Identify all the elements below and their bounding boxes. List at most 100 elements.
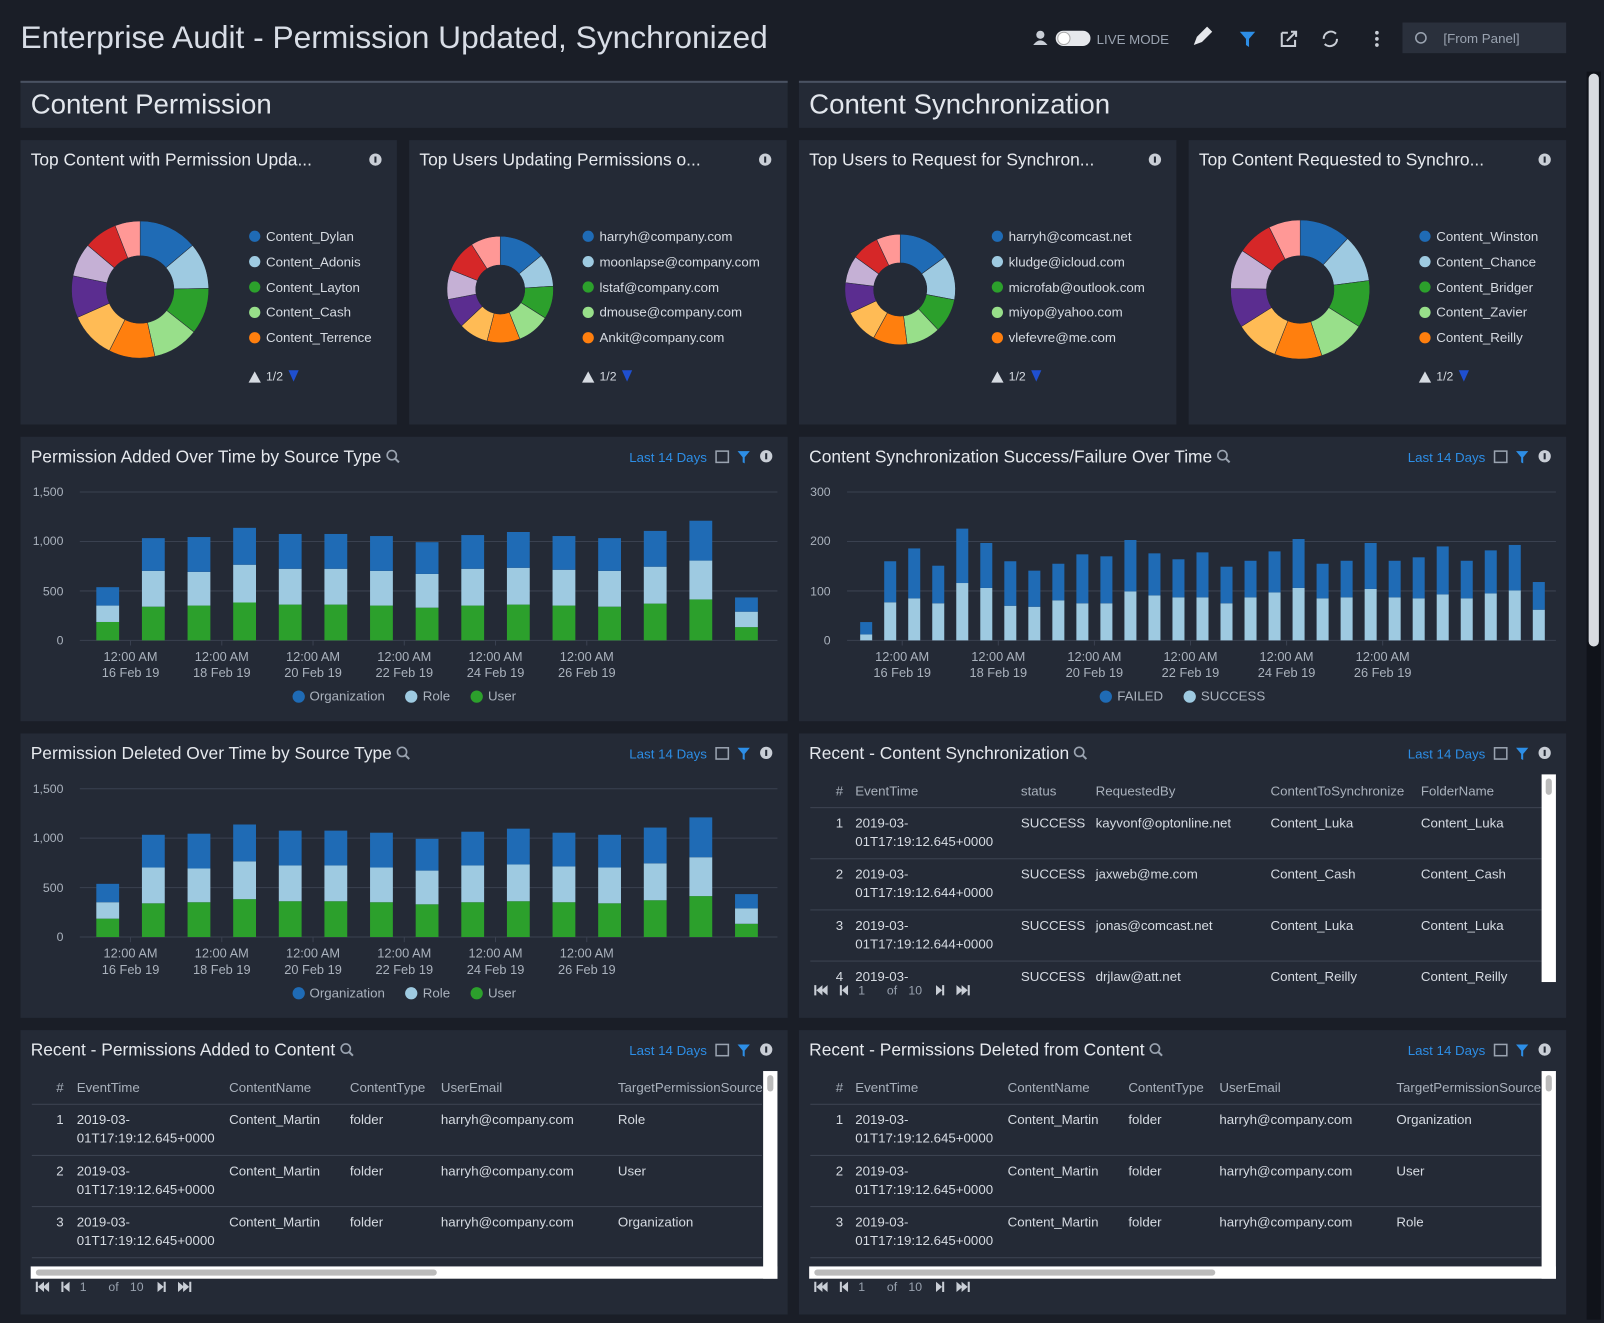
bar-segment	[1460, 598, 1473, 641]
pager-button[interactable]	[936, 1281, 945, 1292]
page-up	[991, 371, 1004, 383]
page-scrollbar[interactable]	[1586, 71, 1601, 1320]
row-separator	[810, 1257, 1541, 1259]
table-cell: User	[617, 1163, 646, 1179]
filter-icon	[1516, 451, 1529, 464]
vertical-scrollbar[interactable]	[1541, 774, 1556, 983]
x-tick-label: 12:00 AM 26 Feb 19	[557, 946, 616, 977]
search-icon[interactable]	[1149, 1042, 1165, 1058]
legend-label: moonlapse@company.com	[599, 253, 760, 270]
panel: Top Content with Permission Upda... Conte…	[20, 140, 397, 425]
column-header: EventTime	[855, 783, 919, 799]
table-icon	[1493, 747, 1508, 760]
bar-segment	[506, 864, 530, 902]
bar-segment	[96, 621, 120, 641]
search-icon[interactable]	[1216, 449, 1232, 465]
bar-segment	[506, 901, 530, 938]
panel-title-text: Recent - Permissions Deleted from Conten…	[809, 1040, 1145, 1060]
bar-segment	[1004, 605, 1017, 641]
bar-segment	[552, 866, 576, 903]
bar-segment	[1340, 597, 1353, 641]
bar-segment	[1268, 592, 1281, 641]
bar-segment	[233, 602, 256, 641]
table-cell: SUCCESS	[1020, 917, 1086, 933]
table-cell: folder	[1128, 1214, 1162, 1230]
table-cell: 3	[56, 1214, 64, 1230]
panel: Top Content Requested to Synchro... Conte…	[1188, 140, 1567, 425]
column-header: ContentName	[229, 1079, 312, 1096]
legend-label: kludge@icloud.com	[1008, 253, 1125, 270]
table-cell: SUCCESS	[1020, 968, 1086, 985]
pager-button[interactable]	[35, 1281, 50, 1292]
bar-segment	[187, 605, 211, 641]
pager-button[interactable]	[177, 1281, 192, 1292]
table-cell: 2019-03-01T17:19:12.645+0000	[855, 1163, 994, 1197]
section-header: Content Synchronization	[798, 80, 1567, 128]
table-icon	[715, 747, 730, 760]
x-tick-label: 12:00 AM 24 Feb 19	[466, 946, 525, 977]
y-tick-label: 200	[810, 534, 831, 549]
bar-segment	[96, 918, 120, 938]
bar-segment	[278, 533, 302, 569]
edit-icon[interactable]	[1193, 26, 1213, 46]
legend-swatch	[249, 281, 261, 293]
table-cell: Content_Luka	[1420, 815, 1504, 831]
pager-button[interactable]	[814, 985, 828, 996]
table-cell: folder	[1128, 1111, 1162, 1128]
vertical-scrollbar[interactable]	[763, 1071, 778, 1279]
pager-button[interactable]	[814, 1281, 828, 1292]
bar-segment	[1436, 546, 1449, 595]
bar-segment	[324, 901, 348, 938]
panel-graphics	[71, 153, 382, 383]
table-cell: 2019-03-	[855, 968, 909, 985]
y-tick-label: 0	[56, 633, 64, 648]
bar-segment	[415, 870, 439, 905]
bar-segment	[1484, 593, 1497, 641]
share-icon[interactable]	[1280, 30, 1298, 48]
row-separator	[810, 858, 1542, 860]
pager-button[interactable]	[936, 985, 945, 996]
search-icon[interactable]	[1073, 746, 1089, 762]
time-range: Last 14 Days	[1407, 449, 1486, 465]
legend-swatch	[249, 230, 261, 242]
y-tick-label: 0	[823, 633, 831, 648]
table-cell: folder	[349, 1111, 384, 1128]
panel: Top Users to Request for Synchron... harr…	[798, 140, 1177, 425]
bar-segment	[980, 542, 993, 588]
pager-button[interactable]	[956, 1281, 970, 1292]
panel: Recent - Permissions Added to Content Las…	[20, 1030, 788, 1315]
pager-button[interactable]	[956, 985, 970, 996]
search-icon[interactable]	[339, 1042, 355, 1058]
pager-button[interactable]	[839, 985, 849, 996]
table-cell: 2019-03-01T17:19:12.645+0000	[76, 1111, 215, 1146]
table: # EventTime ContentName ContentType UserEmai…	[31, 1073, 763, 1266]
table-cell: 1	[835, 815, 844, 831]
x-tick-label: 12:00 AM 16 Feb 19	[101, 649, 160, 681]
pie-slice	[471, 236, 501, 270]
table-cell: User	[1396, 1163, 1425, 1179]
search-icon[interactable]	[385, 449, 401, 465]
legend-swatch	[470, 986, 483, 999]
legend-label: Organization	[309, 985, 385, 1001]
vertical-scrollbar[interactable]	[1541, 1071, 1556, 1279]
bar-segment	[860, 622, 873, 635]
bar-segment	[324, 533, 348, 569]
refresh-icon[interactable]	[1322, 30, 1339, 48]
x-tick-label: 12:00 AM 24 Feb 19	[466, 649, 525, 681]
scroll-thumb[interactable]	[1588, 73, 1599, 647]
search-icon[interactable]	[396, 746, 412, 762]
legend-label: Content_Layton	[265, 279, 360, 295]
bar-segment	[1052, 600, 1065, 641]
pager-button[interactable]	[839, 1281, 849, 1292]
panel-graphics	[844, 153, 1162, 383]
filter-icon[interactable]	[1239, 31, 1256, 48]
pager-button[interactable]	[61, 1281, 70, 1292]
time-range-box[interactable]	[1402, 22, 1567, 54]
table-cell: SUCCESS	[1020, 866, 1086, 882]
bar-segment	[324, 830, 348, 866]
table-cell: harryh@company.com	[440, 1214, 574, 1230]
table-cell: drjlaw@att.net	[1095, 968, 1181, 985]
pager-button[interactable]	[157, 1281, 166, 1292]
bar-segment	[415, 542, 439, 574]
legend-swatch	[991, 281, 1004, 293]
